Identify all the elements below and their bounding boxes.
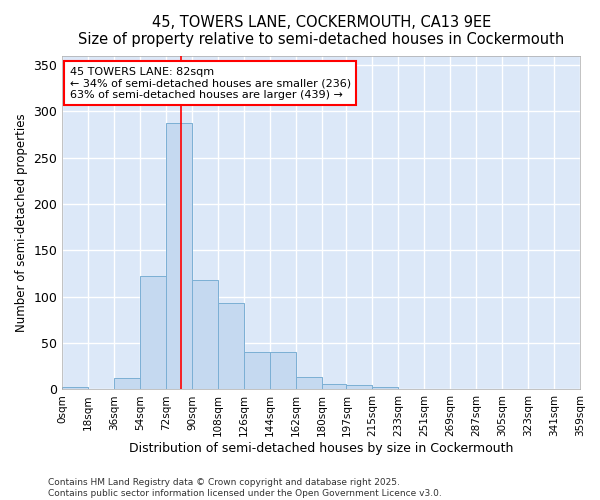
Bar <box>554 388 580 390</box>
Y-axis label: Number of semi-detached properties: Number of semi-detached properties <box>15 113 28 332</box>
Bar <box>218 303 244 390</box>
Bar <box>373 386 398 390</box>
Bar <box>476 388 502 390</box>
Bar <box>296 378 322 390</box>
X-axis label: Distribution of semi-detached houses by size in Cockermouth: Distribution of semi-detached houses by … <box>129 442 514 455</box>
Bar <box>244 352 270 390</box>
Bar <box>192 280 218 390</box>
Title: 45, TOWERS LANE, COCKERMOUTH, CA13 9EE
Size of property relative to semi-detache: 45, TOWERS LANE, COCKERMOUTH, CA13 9EE S… <box>78 15 564 48</box>
Bar <box>62 386 88 390</box>
Text: Contains HM Land Registry data © Crown copyright and database right 2025.
Contai: Contains HM Land Registry data © Crown c… <box>48 478 442 498</box>
Bar <box>166 123 192 390</box>
Bar <box>270 352 296 390</box>
Text: 45 TOWERS LANE: 82sqm
← 34% of semi-detached houses are smaller (236)
63% of sem: 45 TOWERS LANE: 82sqm ← 34% of semi-deta… <box>70 66 350 100</box>
Bar <box>346 385 373 390</box>
Bar <box>114 378 140 390</box>
Bar <box>322 384 346 390</box>
Bar <box>140 276 166 390</box>
